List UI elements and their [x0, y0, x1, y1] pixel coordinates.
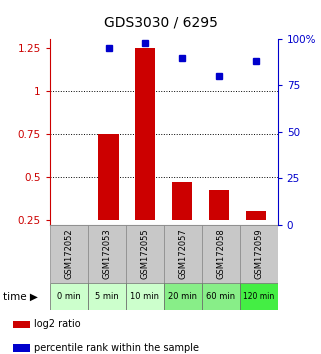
Bar	[209, 190, 229, 219]
Bar	[126, 283, 164, 310]
Bar	[50, 225, 88, 283]
Text: 120 min: 120 min	[243, 292, 274, 301]
Bar	[126, 225, 164, 283]
Bar	[13, 344, 30, 352]
Text: GSM172052: GSM172052	[64, 229, 73, 279]
Text: log2 ratio: log2 ratio	[34, 319, 81, 330]
Text: 0 min: 0 min	[57, 292, 81, 301]
Text: GSM172055: GSM172055	[140, 229, 149, 279]
Bar	[246, 211, 266, 219]
Bar	[88, 225, 126, 283]
Text: 20 min: 20 min	[168, 292, 197, 301]
Text: 5 min: 5 min	[95, 292, 118, 301]
Bar	[99, 133, 119, 219]
Text: time ▶: time ▶	[3, 291, 38, 302]
Bar	[240, 225, 278, 283]
Bar	[164, 225, 202, 283]
Bar	[202, 283, 240, 310]
Bar	[135, 47, 155, 219]
Text: percentile rank within the sample: percentile rank within the sample	[34, 343, 199, 353]
Bar	[88, 283, 126, 310]
Text: GSM172053: GSM172053	[102, 229, 111, 279]
Bar	[202, 225, 240, 283]
Text: 10 min: 10 min	[130, 292, 159, 301]
Bar	[172, 182, 192, 219]
Text: GSM172058: GSM172058	[216, 229, 225, 279]
Text: 60 min: 60 min	[206, 292, 235, 301]
Bar	[240, 283, 278, 310]
Bar	[13, 321, 30, 328]
Text: GDS3030 / 6295: GDS3030 / 6295	[104, 16, 217, 30]
Text: GSM172057: GSM172057	[178, 229, 187, 279]
Text: GSM172059: GSM172059	[254, 229, 263, 279]
Bar	[50, 283, 88, 310]
Bar	[164, 283, 202, 310]
